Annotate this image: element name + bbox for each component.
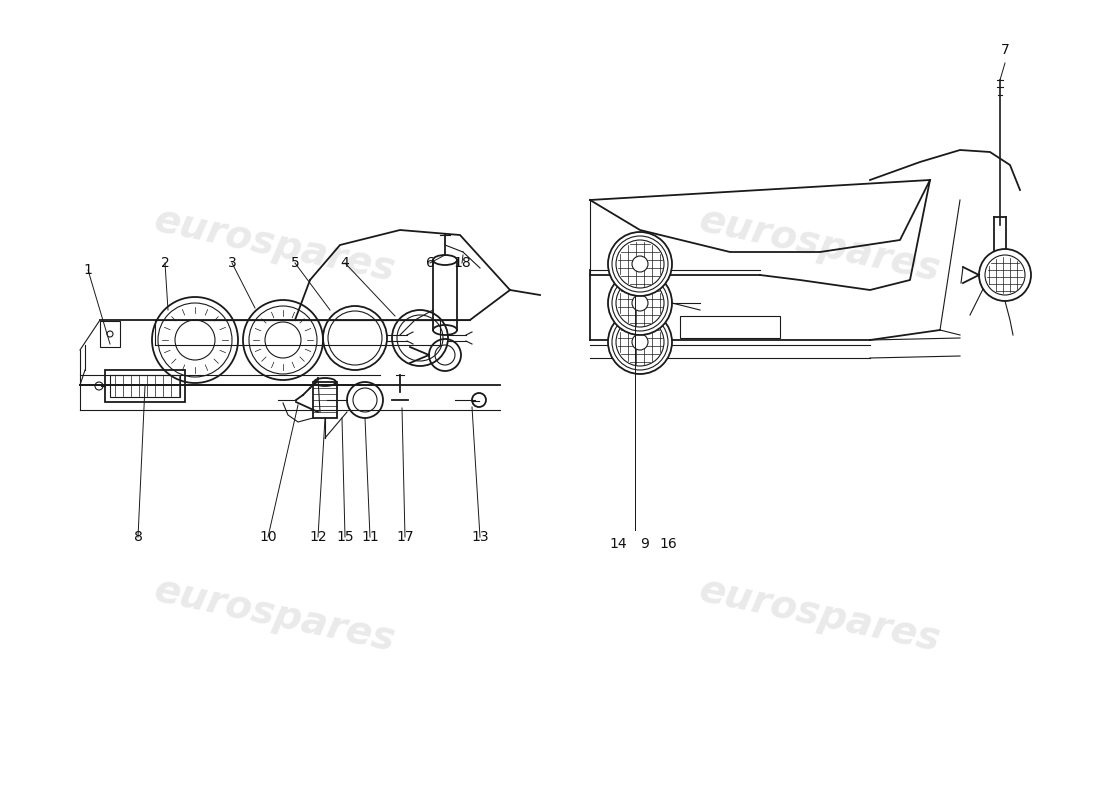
Text: 15: 15: [337, 530, 354, 544]
Text: eurospares: eurospares: [696, 201, 944, 289]
Circle shape: [608, 271, 672, 335]
Circle shape: [608, 232, 672, 296]
Circle shape: [979, 249, 1031, 301]
Text: 3: 3: [228, 256, 236, 270]
Text: 18: 18: [453, 256, 471, 270]
Text: 8: 8: [133, 530, 142, 544]
Text: 7: 7: [1001, 43, 1010, 57]
Text: eurospares: eurospares: [151, 571, 399, 659]
Text: 10: 10: [260, 530, 277, 544]
Text: 1: 1: [84, 263, 92, 277]
Text: 17: 17: [396, 530, 414, 544]
Text: eurospares: eurospares: [151, 201, 399, 289]
Text: 14: 14: [609, 537, 627, 551]
Text: 9: 9: [640, 537, 649, 551]
Circle shape: [632, 334, 648, 350]
Text: 12: 12: [309, 530, 327, 544]
Text: 13: 13: [471, 530, 488, 544]
Text: eurospares: eurospares: [696, 571, 944, 659]
Text: 6: 6: [426, 256, 434, 270]
Text: 11: 11: [361, 530, 378, 544]
Circle shape: [632, 256, 648, 272]
Text: 2: 2: [161, 256, 169, 270]
Circle shape: [608, 310, 672, 374]
Text: 4: 4: [341, 256, 350, 270]
Circle shape: [632, 295, 648, 311]
Text: 5: 5: [290, 256, 299, 270]
Text: 16: 16: [659, 537, 676, 551]
